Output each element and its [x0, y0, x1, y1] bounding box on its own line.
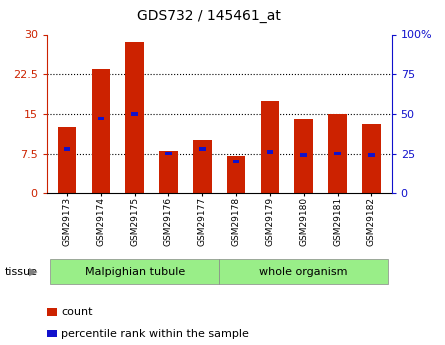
- Bar: [131, 112, 138, 116]
- Bar: [227, 156, 245, 193]
- Bar: [219, 259, 388, 284]
- Bar: [92, 69, 110, 193]
- Bar: [125, 42, 144, 193]
- Text: count: count: [61, 307, 93, 317]
- Bar: [193, 140, 211, 193]
- Text: ▶: ▶: [29, 267, 38, 277]
- Text: Malpighian tubule: Malpighian tubule: [85, 267, 185, 277]
- Text: tissue: tissue: [4, 267, 37, 277]
- Bar: [50, 259, 219, 284]
- Bar: [165, 152, 172, 155]
- Bar: [58, 127, 76, 193]
- Text: percentile rank within the sample: percentile rank within the sample: [61, 329, 249, 338]
- Bar: [362, 125, 380, 193]
- Bar: [295, 119, 313, 193]
- Bar: [267, 150, 273, 154]
- Bar: [233, 160, 239, 163]
- Bar: [261, 101, 279, 193]
- Bar: [97, 117, 104, 120]
- Bar: [334, 152, 341, 155]
- Bar: [64, 147, 70, 151]
- Bar: [328, 114, 347, 193]
- Bar: [300, 153, 307, 157]
- Bar: [368, 153, 375, 157]
- Bar: [199, 147, 206, 151]
- Text: GDS732 / 145461_at: GDS732 / 145461_at: [137, 9, 281, 23]
- Text: whole organism: whole organism: [259, 267, 348, 277]
- Bar: [159, 151, 178, 193]
